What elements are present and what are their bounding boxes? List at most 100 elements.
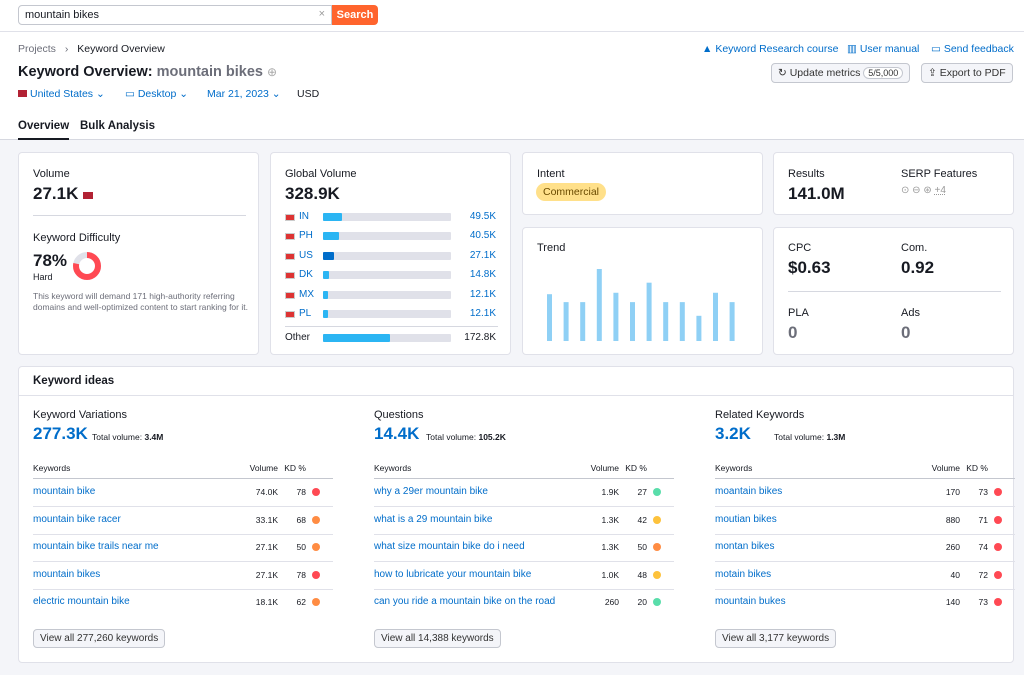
total-volume: Total volume: 105.2K xyxy=(426,432,506,442)
table-header: Volume xyxy=(590,463,619,473)
keyword-volume: 140 xyxy=(945,597,960,608)
keyword-volume: 18.1K xyxy=(255,597,278,608)
breadcrumb: Projects › Keyword Overview xyxy=(18,43,165,55)
country-value: 49.5K xyxy=(469,211,496,222)
kd-dot xyxy=(994,543,1002,552)
crumb[interactable]: Projects xyxy=(18,43,56,55)
keyword-link[interactable]: mountain bike xyxy=(33,486,96,497)
keyword-volume: 40 xyxy=(950,569,960,580)
label: Trend xyxy=(537,242,566,254)
ideas-card: Keyword ideas Keyword Variations 277.3K To… xyxy=(18,366,1015,663)
keyword-link[interactable]: moutian bikes xyxy=(715,513,777,525)
table-header: Keywords xyxy=(374,463,412,473)
keyword-kd: 50 xyxy=(296,542,306,553)
keyword-kd: 48 xyxy=(637,569,647,580)
trend-bar xyxy=(547,294,552,341)
keyword-link[interactable]: mountain bike trails near me xyxy=(33,541,159,553)
metrics-card: CPC $0.63 Com. 0.92 PLA 0 Ads 0 xyxy=(773,227,1014,355)
filter[interactable]: United States ⌄ xyxy=(18,88,105,100)
country-code: PL xyxy=(299,308,312,319)
keyword-link[interactable]: how to lubricate your mountain bike xyxy=(374,568,532,580)
keyword-link[interactable]: mountain bikes xyxy=(33,568,101,580)
top-link[interactable]: ▲ Keyword Research course xyxy=(702,43,839,55)
keyword-kd: 68 xyxy=(296,514,306,525)
update-button[interactable]: ↻ Update metrics 5/5,000 xyxy=(771,63,911,83)
keyword-volume: 1.3K xyxy=(601,514,620,525)
export-button[interactable]: ⇪ Export to PDF xyxy=(921,63,1013,83)
keyword-volume: 1.0K xyxy=(601,569,620,580)
row-line xyxy=(715,533,1015,535)
divider xyxy=(0,31,1024,32)
keyword-link[interactable]: moantain bikes xyxy=(715,486,783,497)
keyword-link[interactable]: mountain bukes xyxy=(715,596,786,608)
link-text: Keyword Research course xyxy=(715,43,839,55)
kd-dot xyxy=(994,598,1002,607)
title: Keyword Overview: mountain bikes ⊕ xyxy=(18,64,277,80)
add-icon[interactable]: ⊕ xyxy=(267,65,278,79)
total-value: 1.3M xyxy=(826,432,846,442)
row-line xyxy=(33,561,333,563)
trend-bar xyxy=(596,269,602,341)
keyword-link[interactable]: can you ride a mountain bike on the road xyxy=(374,596,556,608)
view-all-button[interactable]: View all 3,177 keywords xyxy=(715,629,837,648)
label: SERP Features xyxy=(901,168,978,180)
keyword-link[interactable]: why a 29er mountain bike xyxy=(374,486,488,497)
kd-dot xyxy=(653,598,661,607)
filter[interactable]: ▭ Desktop ⌄ xyxy=(125,88,189,100)
label: Global Volume xyxy=(285,168,357,180)
row-line xyxy=(715,588,1015,590)
country-value: 172.8K xyxy=(464,332,496,343)
kd-level: Hard xyxy=(33,272,53,282)
keyword-link[interactable]: montan bikes xyxy=(715,541,775,553)
keyword-link[interactable]: mountain bike racer xyxy=(33,513,121,525)
label: Keyword Difficulty xyxy=(33,232,121,244)
divider xyxy=(33,215,246,216)
search-input[interactable]: mountain bikes × xyxy=(18,5,332,25)
keyword-link[interactable]: motain bikes xyxy=(715,568,772,580)
total-volume: Total volume: 3.4M xyxy=(92,432,163,442)
keyword-link[interactable]: electric mountain bike xyxy=(33,596,130,608)
row-line xyxy=(374,533,674,535)
search-button[interactable]: Search xyxy=(332,5,378,25)
flag xyxy=(285,214,295,221)
keyword-kd: 72 xyxy=(978,569,988,580)
clear-icon[interactable]: × xyxy=(318,8,325,20)
keyword-volume: 260 xyxy=(945,542,960,553)
value: 27.1K xyxy=(33,184,79,203)
table-header: Keywords xyxy=(33,463,71,473)
bar xyxy=(323,290,328,299)
flag xyxy=(18,90,27,97)
trend-bar xyxy=(580,302,586,341)
flag xyxy=(285,291,295,299)
column-count: 14.4K xyxy=(374,424,420,443)
keyword-volume: 1.9K xyxy=(601,487,620,497)
country-value: 12.1K xyxy=(469,308,496,319)
serp-more[interactable]: +4 xyxy=(934,185,946,196)
table-header: Volume xyxy=(249,463,278,473)
kd-description: This keyword will demand 171 high-author… xyxy=(33,291,248,312)
top-link[interactable]: ▭ Send feedback xyxy=(931,43,1014,55)
volume-value: 27.1K xyxy=(33,184,94,204)
filter-text: Mar 21, 2023 xyxy=(207,88,269,100)
value: $0.63 xyxy=(788,258,831,277)
tab-active[interactable]: Overview xyxy=(18,120,70,140)
view-all-button[interactable]: View all 14,388 keywords xyxy=(374,629,501,648)
filter[interactable]: Mar 21, 2023 ⌄ xyxy=(207,88,281,100)
kd-dot xyxy=(994,488,1002,496)
column-count: 277.3K xyxy=(33,424,88,443)
bar-track xyxy=(323,310,451,318)
flag xyxy=(83,192,94,199)
total-label: Total volume: xyxy=(774,432,825,442)
value: 328.9K xyxy=(285,184,340,203)
keyword-link[interactable]: what size mountain bike do i need xyxy=(374,541,525,553)
table-header: KD % xyxy=(284,463,306,473)
value: 141.0M xyxy=(788,184,845,203)
total-label: Total volume: xyxy=(92,432,143,442)
label: PLA xyxy=(788,307,809,319)
top-link[interactable]: ▥ User manual xyxy=(847,43,920,55)
tab[interactable]: Bulk Analysis xyxy=(80,120,155,132)
keyword-volume: 33.1K xyxy=(255,514,278,525)
view-all-button[interactable]: View all 277,260 keywords xyxy=(33,629,166,648)
keyword-link[interactable]: what is a 29 mountain bike xyxy=(374,513,493,525)
kd-dot xyxy=(312,515,320,524)
